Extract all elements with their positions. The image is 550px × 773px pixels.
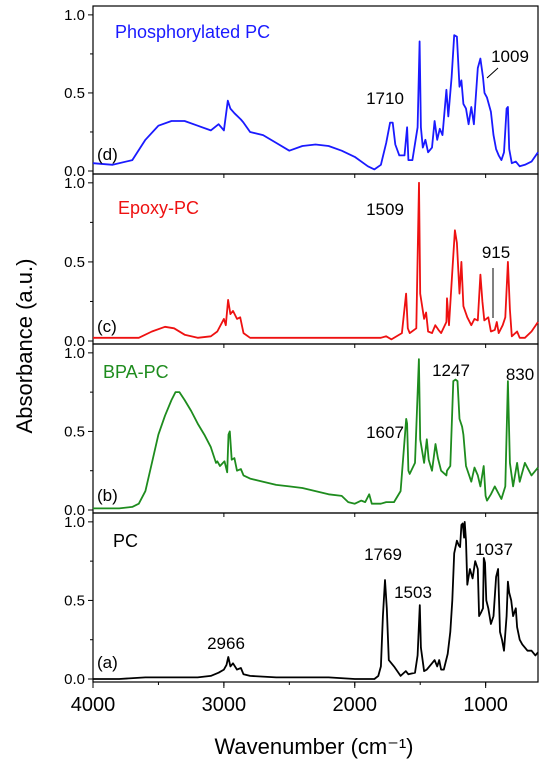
y-tick-label: 1.0 bbox=[64, 514, 85, 531]
peak-label: 1037 bbox=[475, 540, 513, 559]
y-tick-label: 0.5 bbox=[64, 85, 85, 102]
peak-label: 1607 bbox=[366, 423, 404, 442]
panel-title: BPA-PC bbox=[103, 362, 169, 382]
spectrum-line bbox=[93, 521, 539, 680]
peak-label: 1009 bbox=[491, 47, 529, 66]
panel-title: PC bbox=[113, 531, 138, 551]
y-tick-label: 0.0 bbox=[64, 163, 85, 180]
x-tick-label: 3000 bbox=[202, 694, 247, 716]
panel-title: Epoxy-PC bbox=[118, 198, 199, 218]
y-tick-label: 0.0 bbox=[64, 333, 85, 350]
y-tick-label: 1.0 bbox=[64, 175, 85, 192]
panel-b: 0.0 0.5 1.0 BPA-PC (b) 1607 1247 830 bbox=[64, 343, 539, 519]
y-tick-label: 0.5 bbox=[64, 592, 85, 609]
x-tick-label: 4000 bbox=[71, 694, 116, 716]
y-tick-label: 0.0 bbox=[64, 502, 85, 519]
y-tick-label: 1.0 bbox=[64, 7, 85, 24]
panel-title: Phosphorylated PC bbox=[115, 22, 270, 42]
peak-label: 1769 bbox=[364, 545, 402, 564]
spectrum-line bbox=[92, 34, 539, 171]
y-tick-label: 0.5 bbox=[64, 423, 85, 440]
panel-letter: (c) bbox=[97, 317, 117, 336]
peak-label: 830 bbox=[506, 365, 534, 384]
panel-c: 0.0 0.5 1.0 Epoxy-PC (c) 1509 915 bbox=[64, 173, 539, 350]
peak-label: 1247 bbox=[432, 361, 470, 380]
y-tick-label: 0.5 bbox=[64, 254, 85, 271]
x-axis-ticks: 4000 3000 2000 1000 bbox=[71, 682, 508, 716]
y-tick-label: 0.0 bbox=[64, 671, 85, 688]
peak-label: 915 bbox=[482, 243, 510, 262]
peak-label: 1509 bbox=[366, 200, 404, 219]
panel-frame bbox=[92, 512, 539, 683]
y-tick-label: 1.0 bbox=[64, 345, 85, 362]
panel-letter: (d) bbox=[97, 145, 118, 164]
panel-letter: (b) bbox=[97, 486, 118, 505]
y-axis-title: Absorbance (a.u.) bbox=[12, 259, 37, 434]
peak-leader-line bbox=[486, 67, 499, 79]
panel-a: 0.0 0.5 1.0 PC (a) 2966 1769 1503 1037 bbox=[64, 512, 539, 688]
x-axis-title: Wavenumber (cm⁻¹) bbox=[214, 734, 413, 759]
panel-letter: (a) bbox=[97, 653, 118, 672]
peak-label: 1710 bbox=[366, 89, 404, 108]
peak-label: 2966 bbox=[207, 634, 245, 653]
spectrum-line bbox=[93, 181, 539, 341]
x-tick-label: 2000 bbox=[333, 694, 378, 716]
x-tick-label: 1000 bbox=[463, 694, 508, 716]
panel-d: 0.0 0.5 1.0 Phosphorylated PC (d) 1710 1009 bbox=[64, 5, 539, 180]
peak-label: 1503 bbox=[394, 583, 432, 602]
spectrum-line bbox=[93, 358, 539, 510]
